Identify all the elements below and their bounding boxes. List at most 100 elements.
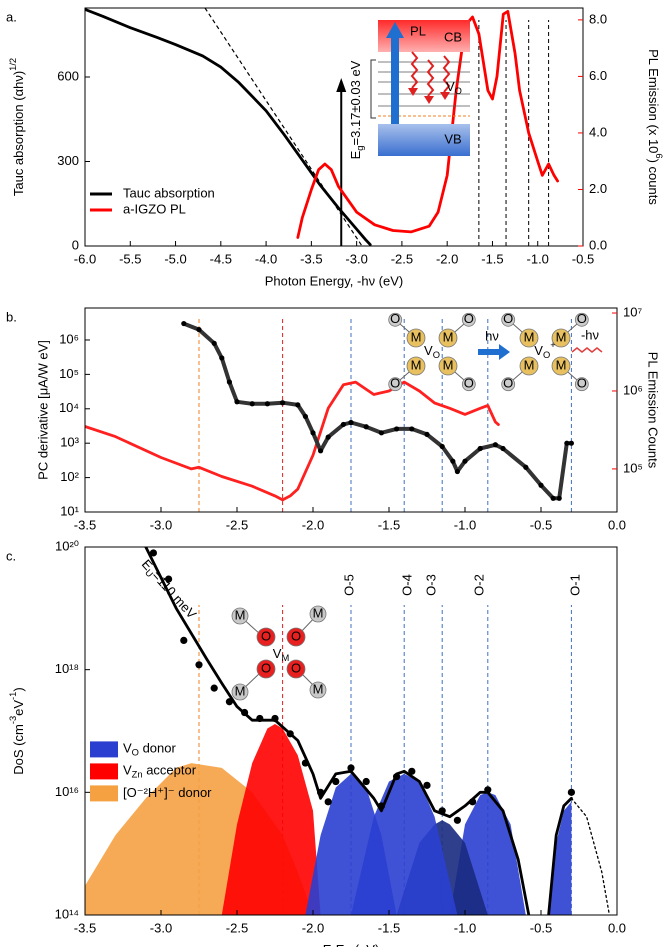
legend-label: VO donor (123, 741, 176, 758)
annotation: O (464, 376, 474, 391)
annotation: M (556, 329, 567, 344)
oxygen-atom (501, 312, 516, 327)
metal-atom (231, 683, 249, 701)
annotation: O-4 (399, 574, 414, 596)
x-tick-label: -1.0 (527, 251, 549, 266)
data-point (362, 777, 370, 786)
y-axis-label: DoS (cm-3eV-1) (8, 687, 26, 774)
text-segment: eV (11, 700, 26, 716)
y-tick-label: 10⁴ (59, 400, 79, 415)
valence-band (378, 124, 470, 156)
data-point (556, 495, 562, 501)
y2-tick-label: 0.0 (589, 237, 607, 252)
annotation: M (235, 683, 246, 698)
data-point (219, 355, 225, 361)
annotation: EU=110 meV (137, 557, 199, 624)
data-point (453, 816, 461, 824)
y-tick-label: 10² (60, 469, 79, 484)
annotation: M (235, 607, 246, 622)
data-point (347, 764, 355, 772)
data-point (211, 340, 217, 346)
oxygen-atom (574, 312, 589, 327)
panel-label: a. (6, 9, 17, 24)
plot-frame (84, 546, 618, 916)
data-point (377, 802, 385, 810)
data-point (271, 714, 279, 723)
x-tick-label: -3.5 (300, 251, 322, 266)
x-tick-label: -3.0 (150, 517, 172, 532)
data-point (538, 482, 544, 488)
x-tick-label: -6.0 (74, 251, 96, 266)
line (570, 797, 611, 915)
metal-atom (309, 605, 327, 623)
annotation: VM (273, 646, 290, 663)
annotation: hν (485, 328, 499, 343)
data-point (149, 549, 157, 557)
legend-swatch (90, 763, 118, 780)
annotation: M (411, 357, 422, 372)
data-point (439, 443, 445, 450)
emission-arrow-head (408, 88, 418, 96)
text-segment: V (273, 646, 282, 661)
text-segment: V (446, 79, 455, 94)
text-segment: ) counts (646, 159, 661, 206)
data-point (378, 430, 384, 436)
bracket (370, 59, 376, 119)
text-segment: -3 (8, 716, 18, 724)
data-point (564, 440, 570, 446)
text-segment: + (550, 340, 555, 350)
y2-tick-label: 10⁶ (623, 382, 643, 397)
x-tick-label: -0.5 (530, 517, 552, 532)
data-point (500, 445, 506, 452)
text-segment: Tauc absorption (αhν) (11, 71, 26, 196)
data-point (295, 402, 301, 408)
data-point (363, 424, 369, 430)
x-tick-label: -2.5 (391, 251, 413, 266)
line (85, 380, 500, 502)
x-tick-label: -1.5 (378, 517, 400, 532)
y-axis-label: Tauc absorption (αhν)1/2 (8, 58, 26, 196)
annotation: O (503, 376, 513, 391)
panel-label: c. (6, 548, 16, 563)
data-point (165, 575, 173, 583)
text-segment: O (132, 748, 139, 758)
data-point (348, 419, 354, 426)
absorption-arrow-head (386, 22, 404, 38)
annotation: M (443, 329, 454, 344)
data-point (310, 430, 316, 436)
annotation: M (556, 357, 567, 372)
oxygen-atom (256, 659, 276, 679)
data-point (196, 327, 202, 333)
annotation: O (577, 376, 587, 391)
legend-swatch (90, 741, 118, 758)
data-point (249, 401, 255, 407)
text-segment: E-E (323, 942, 345, 947)
line (85, 8, 372, 246)
text-segment: 6 (654, 153, 664, 158)
x-tick-label: -3.0 (150, 920, 172, 935)
text-segment: =110 meV (149, 568, 200, 622)
data-point (241, 708, 249, 717)
data-point (484, 786, 492, 794)
area (305, 773, 397, 915)
annotation: CB (444, 29, 462, 44)
oxygen-atom (286, 627, 306, 647)
metal-atom (551, 356, 571, 376)
data-point (256, 714, 264, 723)
data-point (454, 468, 460, 475)
annotation: O (261, 660, 271, 675)
text-segment: =3.17±0.03 eV (348, 60, 363, 145)
text-segment: acceptor (143, 763, 197, 778)
text-segment: V (424, 343, 433, 358)
legend-label: Tauc absorption (123, 185, 215, 200)
metal-atom (519, 328, 539, 348)
emission-arrow (426, 59, 435, 97)
text-segment: M (281, 653, 289, 663)
data-point (264, 401, 270, 407)
x-tick-label: 0.0 (608, 920, 626, 935)
data-point (408, 767, 416, 775)
oxygen-atom (286, 659, 306, 679)
area (221, 724, 321, 915)
